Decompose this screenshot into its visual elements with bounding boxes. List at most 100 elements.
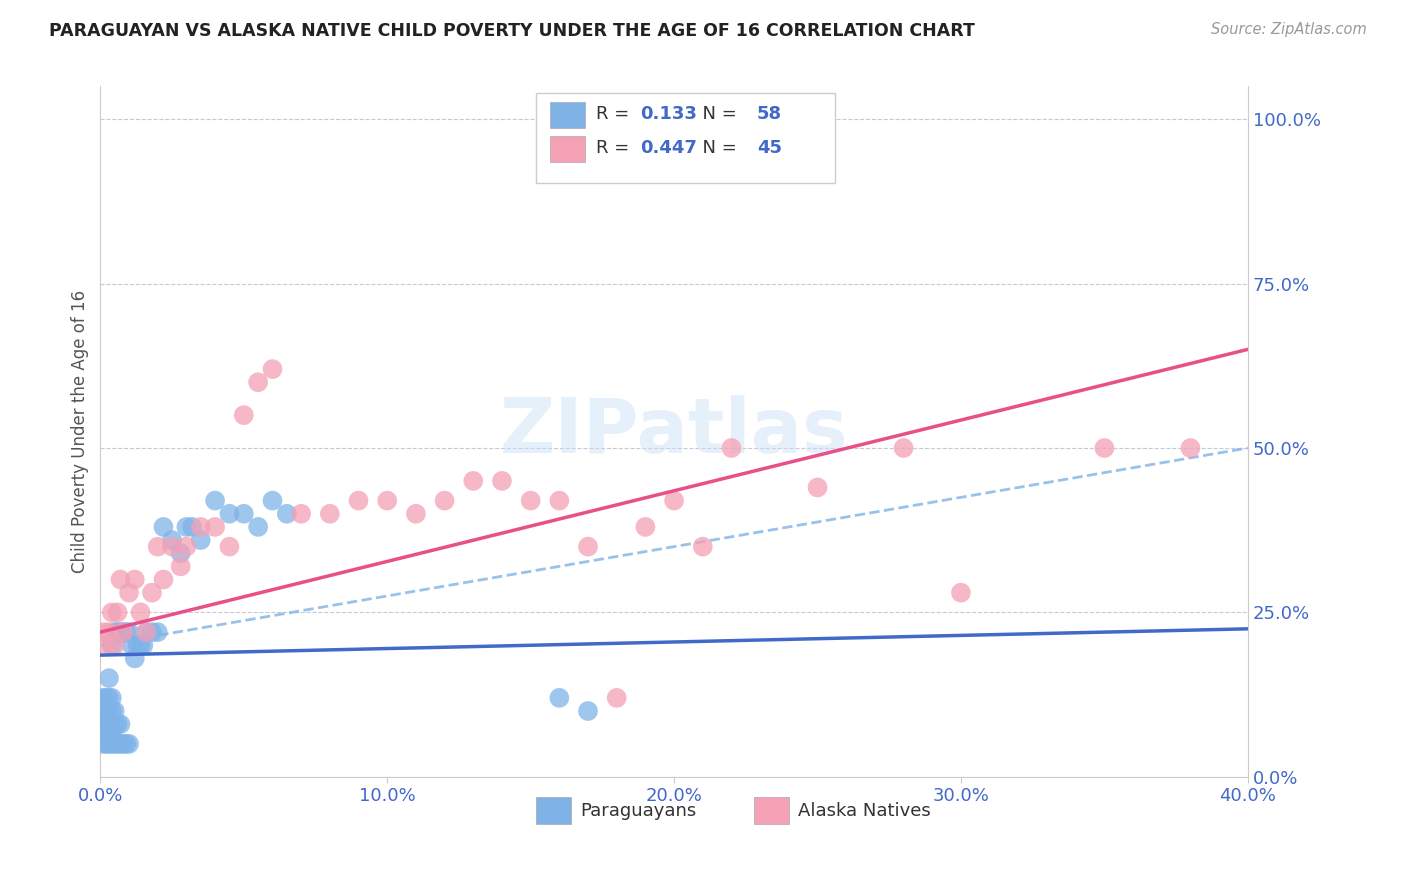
Text: 0.447: 0.447 <box>640 139 696 158</box>
Point <box>110 625 132 640</box>
Point <box>218 540 240 554</box>
Point <box>319 507 342 521</box>
FancyBboxPatch shape <box>755 797 789 823</box>
Point <box>1180 441 1202 455</box>
FancyBboxPatch shape <box>537 94 835 183</box>
Point <box>118 737 141 751</box>
Point <box>97 717 120 731</box>
Point <box>104 638 127 652</box>
Point <box>1092 441 1115 455</box>
Point <box>606 690 628 705</box>
Point <box>124 651 146 665</box>
Point <box>181 520 204 534</box>
Point <box>97 625 120 640</box>
Point <box>91 625 114 640</box>
Point <box>132 638 155 652</box>
Point <box>247 520 270 534</box>
Point <box>375 493 398 508</box>
Point <box>110 717 132 731</box>
Point <box>247 376 270 390</box>
Point <box>218 507 240 521</box>
Text: 58: 58 <box>756 105 782 123</box>
Point <box>94 737 117 751</box>
Point <box>170 559 193 574</box>
Text: N =: N = <box>692 105 742 123</box>
Point <box>94 723 117 738</box>
FancyBboxPatch shape <box>550 102 585 128</box>
Point <box>232 507 254 521</box>
Point <box>146 540 169 554</box>
Point <box>110 573 132 587</box>
Point <box>204 493 226 508</box>
Point <box>127 638 149 652</box>
Point <box>129 638 152 652</box>
Point <box>548 493 571 508</box>
Text: N =: N = <box>692 139 742 158</box>
Point <box>433 493 456 508</box>
Point <box>94 704 117 718</box>
Point <box>107 737 129 751</box>
Point <box>152 573 174 587</box>
Point <box>160 533 183 547</box>
Point <box>141 625 163 640</box>
Text: Alaska Natives: Alaska Natives <box>799 802 931 821</box>
Point <box>204 520 226 534</box>
Text: Paraguayans: Paraguayans <box>581 802 696 821</box>
Point <box>949 585 972 599</box>
Point <box>519 493 541 508</box>
Point <box>91 704 114 718</box>
Point <box>97 671 120 685</box>
Point <box>118 585 141 599</box>
Point <box>101 690 124 705</box>
Point <box>720 441 742 455</box>
Point <box>107 717 129 731</box>
Point <box>290 507 312 521</box>
Point <box>101 606 124 620</box>
Point <box>141 585 163 599</box>
Point <box>91 690 114 705</box>
Point <box>662 493 685 508</box>
Point <box>176 540 198 554</box>
Point <box>110 737 132 751</box>
Point <box>121 638 143 652</box>
Point <box>101 704 124 718</box>
Point <box>112 625 135 640</box>
Point <box>94 638 117 652</box>
Point <box>634 520 657 534</box>
FancyBboxPatch shape <box>550 136 585 162</box>
Point <box>104 704 127 718</box>
Point <box>806 480 828 494</box>
Point <box>262 362 284 376</box>
Point <box>101 723 124 738</box>
Point <box>97 690 120 705</box>
Point <box>97 737 120 751</box>
Text: 0.133: 0.133 <box>640 105 696 123</box>
Point <box>347 493 370 508</box>
Point <box>548 690 571 705</box>
Point <box>463 474 485 488</box>
Point <box>101 737 124 751</box>
Point <box>112 625 135 640</box>
Point <box>152 520 174 534</box>
Point <box>101 638 124 652</box>
Point <box>112 737 135 751</box>
Point <box>576 704 599 718</box>
Text: Source: ZipAtlas.com: Source: ZipAtlas.com <box>1211 22 1367 37</box>
Point <box>262 493 284 508</box>
Point <box>491 474 513 488</box>
Text: ZIPatlas: ZIPatlas <box>499 394 848 468</box>
Point <box>107 606 129 620</box>
Point <box>176 520 198 534</box>
Point <box>91 737 114 751</box>
Point <box>576 540 599 554</box>
Point <box>190 533 212 547</box>
Point <box>124 573 146 587</box>
Point <box>94 690 117 705</box>
Point <box>97 723 120 738</box>
Point <box>97 704 120 718</box>
Point <box>146 625 169 640</box>
Point <box>94 717 117 731</box>
Point <box>104 737 127 751</box>
Point <box>115 625 138 640</box>
Point <box>692 540 714 554</box>
